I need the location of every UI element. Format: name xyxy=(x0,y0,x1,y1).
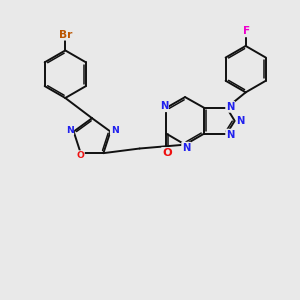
Text: O: O xyxy=(76,151,84,160)
Text: Br: Br xyxy=(58,30,72,40)
Text: N: N xyxy=(226,102,234,112)
Text: N: N xyxy=(111,126,119,135)
Text: N: N xyxy=(66,126,74,135)
Text: F: F xyxy=(243,26,250,36)
Text: N: N xyxy=(160,101,168,111)
Text: N: N xyxy=(226,130,234,140)
Text: N: N xyxy=(182,142,190,153)
Text: O: O xyxy=(162,148,172,158)
Text: N: N xyxy=(236,116,245,126)
